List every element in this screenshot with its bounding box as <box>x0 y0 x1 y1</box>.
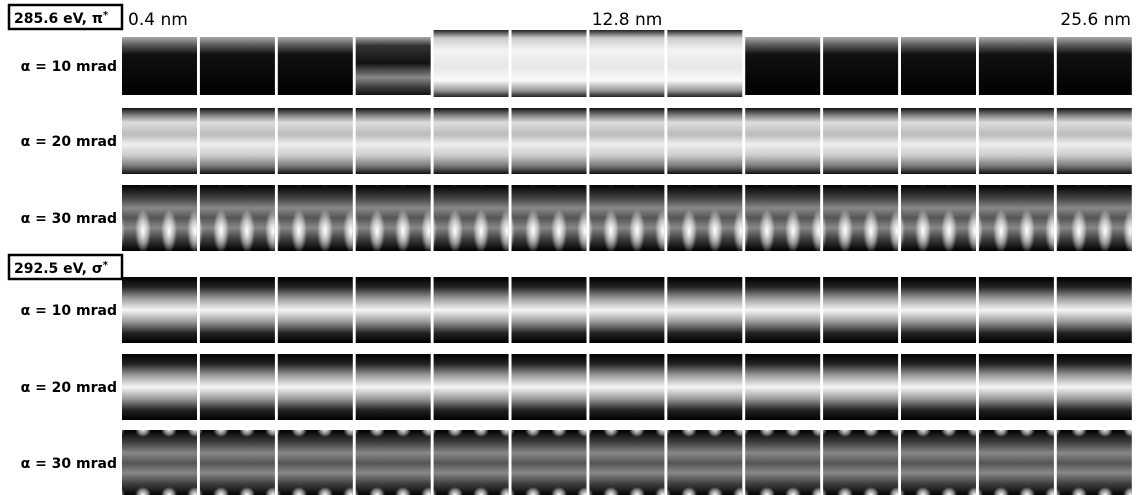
image-tile-overlay <box>667 185 743 251</box>
image-tile <box>745 37 821 95</box>
image-tile-overlay <box>433 430 509 495</box>
image-tile-overlay <box>745 185 821 251</box>
group-label-box <box>7 253 124 281</box>
panel-group: 285.6 eV, π* α = 10 mrad α = 20 mrad α = 30… <box>7 3 1132 251</box>
image-tile <box>745 354 821 420</box>
image-tile-overlay <box>355 430 431 495</box>
row-label: α = 10 mrad <box>21 303 117 319</box>
image-tile <box>823 108 899 174</box>
image-tile <box>511 30 587 97</box>
image-tile <box>901 108 976 174</box>
image-tile <box>277 37 353 95</box>
group-label-text: 285.6 eV, π <box>14 11 103 27</box>
image-tile-overlay <box>355 185 431 251</box>
image-tile <box>122 277 197 343</box>
image-tile <box>199 37 275 95</box>
panel-group: 292.5 eV, σ* α = 10 mrad α = 20 mrad α = 30… <box>7 253 1132 495</box>
image-tile <box>1056 277 1132 343</box>
image-tile <box>433 108 509 174</box>
image-tile <box>355 108 431 174</box>
image-tile <box>355 354 431 420</box>
image-tile <box>823 354 899 420</box>
image-tile <box>199 277 275 343</box>
image-tile <box>978 277 1054 343</box>
column-label: 12.8 nm <box>592 10 663 30</box>
image-tile <box>745 108 821 174</box>
image-tile <box>978 37 1054 95</box>
group-label: 285.6 eV, π* <box>14 10 109 28</box>
image-tile <box>589 354 665 420</box>
image-tile-overlay <box>589 185 665 251</box>
image-tile <box>355 37 431 95</box>
image-tile <box>667 30 743 97</box>
group-label-text: 292.5 eV, σ <box>14 261 103 277</box>
labels: 0.4 nm 12.8 nm 25.6 nm <box>128 10 1131 30</box>
image-tile <box>589 108 665 174</box>
image-tile-overlay <box>1056 430 1132 495</box>
image-tile <box>667 277 743 343</box>
image-tile <box>511 277 587 343</box>
image-tile-overlay <box>277 185 353 251</box>
image-tile <box>823 37 899 95</box>
image-tile <box>901 277 976 343</box>
image-tile <box>901 37 976 95</box>
row-label: α = 30 mrad <box>21 456 117 472</box>
image-tile-overlay <box>511 430 587 495</box>
image-tile-overlay <box>122 185 197 251</box>
image-tile <box>199 354 275 420</box>
image-tile-overlay <box>433 185 509 251</box>
image-tile-overlay <box>978 430 1054 495</box>
image-tile <box>511 354 587 420</box>
image-tile-overlay <box>199 185 275 251</box>
row-label: α = 10 mrad <box>21 59 117 75</box>
image-tile-overlay <box>901 185 976 251</box>
image-tile-overlay <box>199 430 275 495</box>
image-tile <box>745 277 821 343</box>
image-tile <box>277 277 353 343</box>
group-label-sup: * <box>103 10 109 21</box>
image-tile <box>511 108 587 174</box>
row-label: α = 20 mrad <box>21 380 117 396</box>
image-tile <box>978 108 1054 174</box>
image-tile <box>199 108 275 174</box>
image-tile <box>433 30 509 97</box>
image-tile <box>1056 37 1132 95</box>
group-label-box <box>7 3 124 31</box>
image-tile-overlay <box>1056 185 1132 251</box>
image-tile <box>589 277 665 343</box>
image-tile <box>978 354 1054 420</box>
image-tile <box>901 354 976 420</box>
image-tile-overlay <box>823 430 899 495</box>
image-tile-overlay <box>901 430 976 495</box>
image-tile <box>1056 108 1132 174</box>
image-tile <box>433 277 509 343</box>
row-label: α = 20 mrad <box>21 134 117 150</box>
image-tile-overlay <box>667 430 743 495</box>
image-tile <box>433 354 509 420</box>
image-tile <box>667 354 743 420</box>
image-tile-overlay <box>745 430 821 495</box>
image-tile <box>823 277 899 343</box>
image-tile <box>277 354 353 420</box>
image-tile-overlay <box>978 185 1054 251</box>
group-label-sup: * <box>103 260 109 271</box>
row-label: α = 30 mrad <box>21 211 117 227</box>
image-tile-overlay <box>122 430 197 495</box>
column-label: 25.6 nm <box>1060 10 1131 30</box>
image-tile <box>667 108 743 174</box>
group-label: 292.5 eV, σ* <box>14 260 109 278</box>
image-tile <box>122 354 197 420</box>
image-tile-overlay <box>823 185 899 251</box>
image-tile-overlay <box>511 185 587 251</box>
image-tile <box>277 108 353 174</box>
image-tile-overlay <box>589 430 665 495</box>
image-tile <box>589 30 665 97</box>
image-tile <box>122 37 197 95</box>
image-tile-overlay <box>277 430 353 495</box>
column-label: 0.4 nm <box>128 10 188 30</box>
image-tile <box>1056 354 1132 420</box>
image-tile <box>355 277 431 343</box>
image-tile <box>122 108 197 174</box>
